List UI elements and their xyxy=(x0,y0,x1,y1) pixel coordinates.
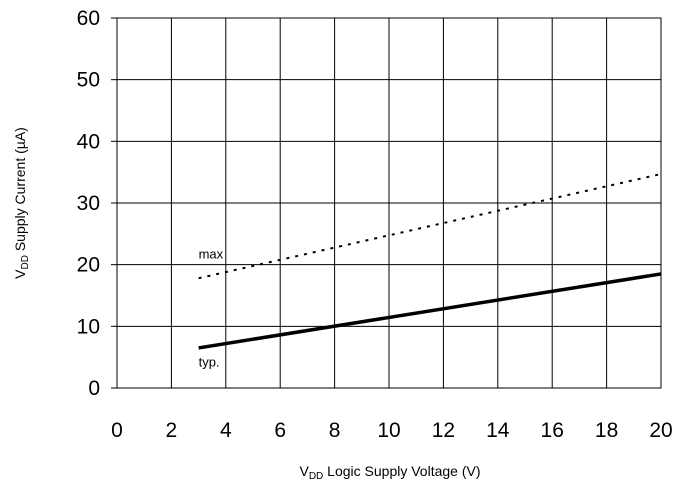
x-tick-label: 16 xyxy=(541,419,564,442)
x-axis-label-main: V xyxy=(299,463,309,479)
grid xyxy=(111,17,662,389)
y-axis-label-main: V xyxy=(12,269,28,279)
series-line-max xyxy=(198,173,662,280)
plot-frame xyxy=(116,17,662,389)
x-tick-label: 12 xyxy=(432,419,455,442)
annotation-label: typ. xyxy=(199,354,220,369)
series-line-typ xyxy=(198,272,662,350)
y-tick-label: 20 xyxy=(77,254,100,277)
x-tick-label: 20 xyxy=(649,419,672,442)
x-tick-label: 2 xyxy=(166,419,178,442)
y-axis-label-sub: DD xyxy=(20,255,31,269)
y-tick-labels: 0 10 20 30 40 50 60 xyxy=(77,7,100,400)
series-lines xyxy=(198,173,662,350)
x-axis-label-rest: Logic Supply Voltage (V) xyxy=(323,463,480,479)
y-tick-label: 40 xyxy=(77,130,100,153)
y-tick-label: 10 xyxy=(77,315,100,338)
y-tick-label: 50 xyxy=(77,69,100,92)
y-axis-label-rest: Supply Current (µA) xyxy=(12,127,28,255)
x-tick-label: 18 xyxy=(595,419,618,442)
x-tick-label: 14 xyxy=(486,419,510,442)
x-tick-labels: 0 2 4 6 8 10 12 14 16 18 20 xyxy=(111,419,673,442)
y-tick-label: 60 xyxy=(77,7,100,30)
x-axis-label: VDD Logic Supply Voltage (V) xyxy=(299,463,480,482)
x-tick-label: 8 xyxy=(329,419,341,442)
y-tick-label: 0 xyxy=(88,377,100,400)
annotations: max typ. xyxy=(199,247,224,370)
y-tick-label: 30 xyxy=(77,192,100,215)
x-tick-label: 0 xyxy=(111,419,123,442)
y-axis-label: VDD Supply Current (µA) xyxy=(12,127,31,279)
x-axis-label-sub: DD xyxy=(309,471,323,482)
x-tick-label: 6 xyxy=(274,419,286,442)
annotation-label: max xyxy=(199,247,224,262)
x-tick-label: 10 xyxy=(377,419,400,442)
x-tick-label: 4 xyxy=(220,419,232,442)
